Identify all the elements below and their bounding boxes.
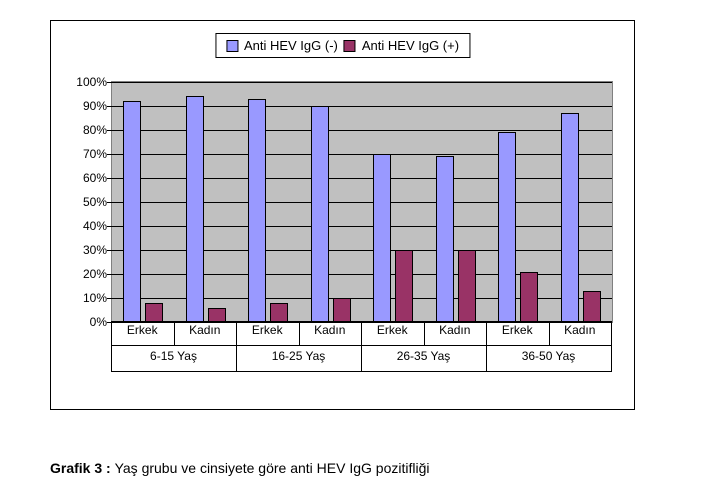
x-sub-label: Kadın [439, 323, 470, 337]
y-tick-label: 50% [67, 195, 107, 209]
x-sub-label: Kadın [314, 323, 345, 337]
y-tick-label: 10% [67, 291, 107, 305]
bar [208, 308, 226, 322]
x-sub-label: Erkek [377, 323, 408, 337]
legend: Anti HEV IgG (-) Anti HEV IgG (+) [215, 33, 470, 58]
bar [520, 272, 538, 322]
x-group-label: 6-15 Yaş [150, 349, 197, 363]
x-sub-label: Kadın [189, 323, 220, 337]
x-group-separator [486, 321, 487, 371]
x-sub-label: Erkek [502, 323, 533, 337]
bar [248, 99, 266, 322]
x-sub-label: Erkek [252, 323, 283, 337]
bar [436, 156, 454, 322]
gridline [112, 322, 612, 323]
y-tick [107, 178, 112, 179]
y-tick-label: 40% [67, 219, 107, 233]
y-tick-label: 80% [67, 123, 107, 137]
chart-container: Anti HEV IgG (-) Anti HEV IgG (+) 0%10%2… [50, 20, 635, 410]
chart-caption: Grafik 3 : Yaş grubu ve cinsiyete göre a… [50, 460, 696, 476]
x-group-label: 16-25 Yaş [272, 349, 326, 363]
bar [583, 291, 601, 322]
y-tick [107, 154, 112, 155]
caption-prefix: Grafik 3 : [50, 460, 115, 476]
y-tick-label: 30% [67, 243, 107, 257]
bar [458, 250, 476, 322]
y-tick-label: 0% [67, 315, 107, 329]
legend-label-0: Anti HEV IgG (-) [244, 38, 338, 53]
bar [270, 303, 288, 322]
bar [123, 101, 141, 322]
x-group-separator [236, 321, 237, 371]
y-tick [107, 130, 112, 131]
bar [145, 303, 163, 322]
bar [311, 106, 329, 322]
x-axis-bottomline [111, 371, 612, 372]
y-tick-label: 20% [67, 267, 107, 281]
bar [498, 132, 516, 322]
y-tick [107, 106, 112, 107]
x-sub-separator [549, 321, 550, 345]
legend-label-1: Anti HEV IgG (+) [362, 38, 459, 53]
x-group-separator [611, 321, 612, 371]
x-group-separator [111, 321, 112, 371]
bar [561, 113, 579, 322]
y-tick [107, 226, 112, 227]
y-tick-label: 60% [67, 171, 107, 185]
x-group-separator [361, 321, 362, 371]
legend-swatch-1 [344, 40, 356, 52]
y-tick [107, 274, 112, 275]
x-sub-separator [174, 321, 175, 345]
y-tick [107, 202, 112, 203]
bar [373, 154, 391, 322]
plot-area: 0%10%20%30%40%50%60%70%80%90%100% [111, 81, 613, 323]
x-sub-separator [424, 321, 425, 345]
x-sub-label: Kadın [564, 323, 595, 337]
y-tick-label: 90% [67, 99, 107, 113]
x-group-label: 26-35 Yaş [397, 349, 451, 363]
y-tick [107, 250, 112, 251]
y-tick [107, 82, 112, 83]
gridline [112, 82, 612, 83]
x-sub-label: Erkek [127, 323, 158, 337]
x-group-label: 36-50 Yaş [522, 349, 576, 363]
x-sub-separator [299, 321, 300, 345]
y-tick-label: 70% [67, 147, 107, 161]
legend-swatch-0 [226, 40, 238, 52]
bar [395, 250, 413, 322]
y-tick-label: 100% [67, 75, 107, 89]
y-tick [107, 298, 112, 299]
caption-text: Yaş grubu ve cinsiyete göre anti HEV IgG… [115, 460, 430, 476]
bar [333, 298, 351, 322]
bar [186, 96, 204, 322]
